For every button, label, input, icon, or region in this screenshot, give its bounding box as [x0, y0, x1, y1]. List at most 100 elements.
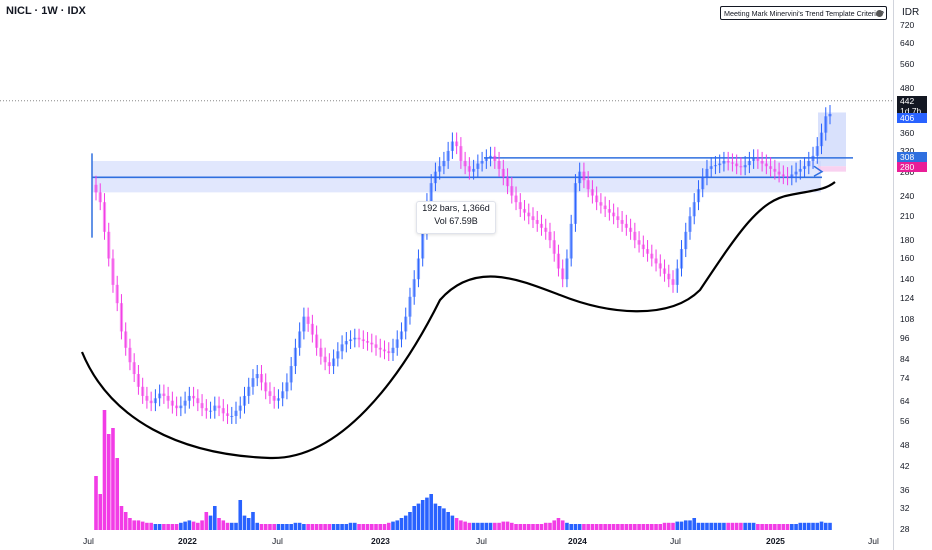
- candle-body[interactable]: [170, 400, 174, 406]
- candle-body[interactable]: [276, 398, 281, 401]
- volume-bar[interactable]: [739, 522, 743, 530]
- volume-bar[interactable]: [242, 515, 247, 530]
- volume-bar[interactable]: [683, 520, 688, 530]
- candle-body[interactable]: [315, 334, 319, 348]
- volume-bar[interactable]: [217, 518, 221, 530]
- volume-bar[interactable]: [476, 522, 480, 530]
- candle-body[interactable]: [102, 202, 107, 232]
- volume-bar[interactable]: [234, 522, 238, 530]
- candle-body[interactable]: [370, 342, 374, 345]
- volume-bar[interactable]: [611, 524, 616, 530]
- volume-bar[interactable]: [480, 522, 484, 530]
- volume-bar[interactable]: [590, 524, 595, 530]
- volume-bar[interactable]: [357, 524, 361, 530]
- candle-body[interactable]: [124, 331, 128, 348]
- volume-bar[interactable]: [289, 524, 293, 530]
- candle-body[interactable]: [353, 337, 357, 340]
- volume-bar[interactable]: [760, 524, 764, 530]
- candle-body[interactable]: [213, 405, 217, 411]
- candle-body[interactable]: [726, 160, 730, 163]
- candle-body[interactable]: [599, 202, 603, 206]
- candle-body[interactable]: [769, 166, 773, 169]
- candle-body[interactable]: [612, 212, 616, 217]
- candle-body[interactable]: [136, 374, 141, 387]
- candle-body[interactable]: [561, 268, 565, 280]
- volume-bar[interactable]: [548, 522, 552, 530]
- volume-bar[interactable]: [276, 524, 281, 530]
- candle-body[interactable]: [158, 393, 162, 399]
- candle-body[interactable]: [221, 408, 225, 414]
- volume-bar[interactable]: [302, 524, 306, 530]
- volume-bar[interactable]: [658, 524, 663, 530]
- candle-body[interactable]: [794, 171, 798, 175]
- candle-body[interactable]: [510, 186, 514, 196]
- candle-body[interactable]: [323, 356, 327, 363]
- candle-body[interactable]: [331, 358, 336, 367]
- candle-body[interactable]: [616, 216, 620, 221]
- candle-body[interactable]: [255, 374, 259, 379]
- volume-bar[interactable]: [819, 521, 824, 530]
- volume-bar[interactable]: [713, 522, 718, 530]
- candle-body[interactable]: [590, 189, 595, 196]
- volume-bar[interactable]: [162, 524, 166, 530]
- volume-bar[interactable]: [641, 524, 646, 530]
- volume-bar[interactable]: [374, 524, 378, 530]
- candle-body[interactable]: [824, 116, 828, 133]
- candle-body[interactable]: [662, 268, 667, 274]
- candle-body[interactable]: [637, 240, 641, 245]
- candle-body[interactable]: [285, 382, 289, 392]
- volume-bar[interactable]: [518, 524, 523, 530]
- candle-body[interactable]: [654, 258, 658, 264]
- volume-bar[interactable]: [98, 494, 103, 530]
- volume-bar[interactable]: [353, 522, 357, 530]
- volume-bar[interactable]: [768, 524, 773, 530]
- volume-bar[interactable]: [149, 522, 153, 530]
- volume-bar[interactable]: [751, 522, 756, 530]
- volume-bar[interactable]: [459, 520, 463, 530]
- candle-body[interactable]: [149, 400, 153, 404]
- volume-bar[interactable]: [170, 524, 175, 530]
- volume-bar[interactable]: [246, 518, 251, 530]
- candle-body[interactable]: [493, 155, 497, 161]
- candle-body[interactable]: [344, 341, 348, 345]
- candle-body[interactable]: [505, 177, 510, 187]
- candle-body[interactable]: [391, 347, 395, 354]
- candle-body[interactable]: [467, 166, 471, 172]
- candle-body[interactable]: [675, 268, 679, 285]
- volume-bar[interactable]: [594, 524, 599, 530]
- candle-body[interactable]: [421, 231, 425, 259]
- volume-bar[interactable]: [425, 497, 429, 530]
- candle-body[interactable]: [191, 395, 196, 399]
- candle-body[interactable]: [514, 195, 518, 203]
- volume-bar[interactable]: [395, 520, 400, 530]
- volume-bar[interactable]: [514, 524, 518, 530]
- volume-bar[interactable]: [386, 522, 391, 530]
- candle-body[interactable]: [378, 347, 382, 350]
- candle-body[interactable]: [595, 195, 599, 203]
- volume-bar[interactable]: [671, 522, 675, 530]
- volume-bar[interactable]: [717, 522, 722, 530]
- volume-bar[interactable]: [790, 524, 794, 530]
- candle-body[interactable]: [264, 382, 268, 392]
- volume-bar[interactable]: [297, 522, 302, 530]
- candle-body[interactable]: [463, 160, 467, 167]
- candle-body[interactable]: [760, 160, 764, 164]
- volume-bar[interactable]: [654, 524, 658, 530]
- candle-body[interactable]: [429, 183, 433, 203]
- volume-bar[interactable]: [828, 522, 832, 530]
- candle-body[interactable]: [302, 316, 306, 332]
- candle-body[interactable]: [153, 398, 157, 404]
- volume-bar[interactable]: [620, 524, 624, 530]
- candle-body[interactable]: [327, 362, 331, 367]
- volume-bar[interactable]: [293, 522, 298, 530]
- candle-body[interactable]: [667, 273, 671, 280]
- volume-bar[interactable]: [446, 512, 450, 530]
- candle-body[interactable]: [624, 223, 628, 228]
- candle-body[interactable]: [552, 240, 556, 254]
- candle-body[interactable]: [764, 163, 768, 167]
- candle-body[interactable]: [798, 168, 802, 172]
- volume-bar[interactable]: [505, 521, 510, 530]
- candle-body[interactable]: [200, 403, 204, 409]
- volume-bar[interactable]: [743, 522, 747, 530]
- volume-bar[interactable]: [526, 524, 531, 530]
